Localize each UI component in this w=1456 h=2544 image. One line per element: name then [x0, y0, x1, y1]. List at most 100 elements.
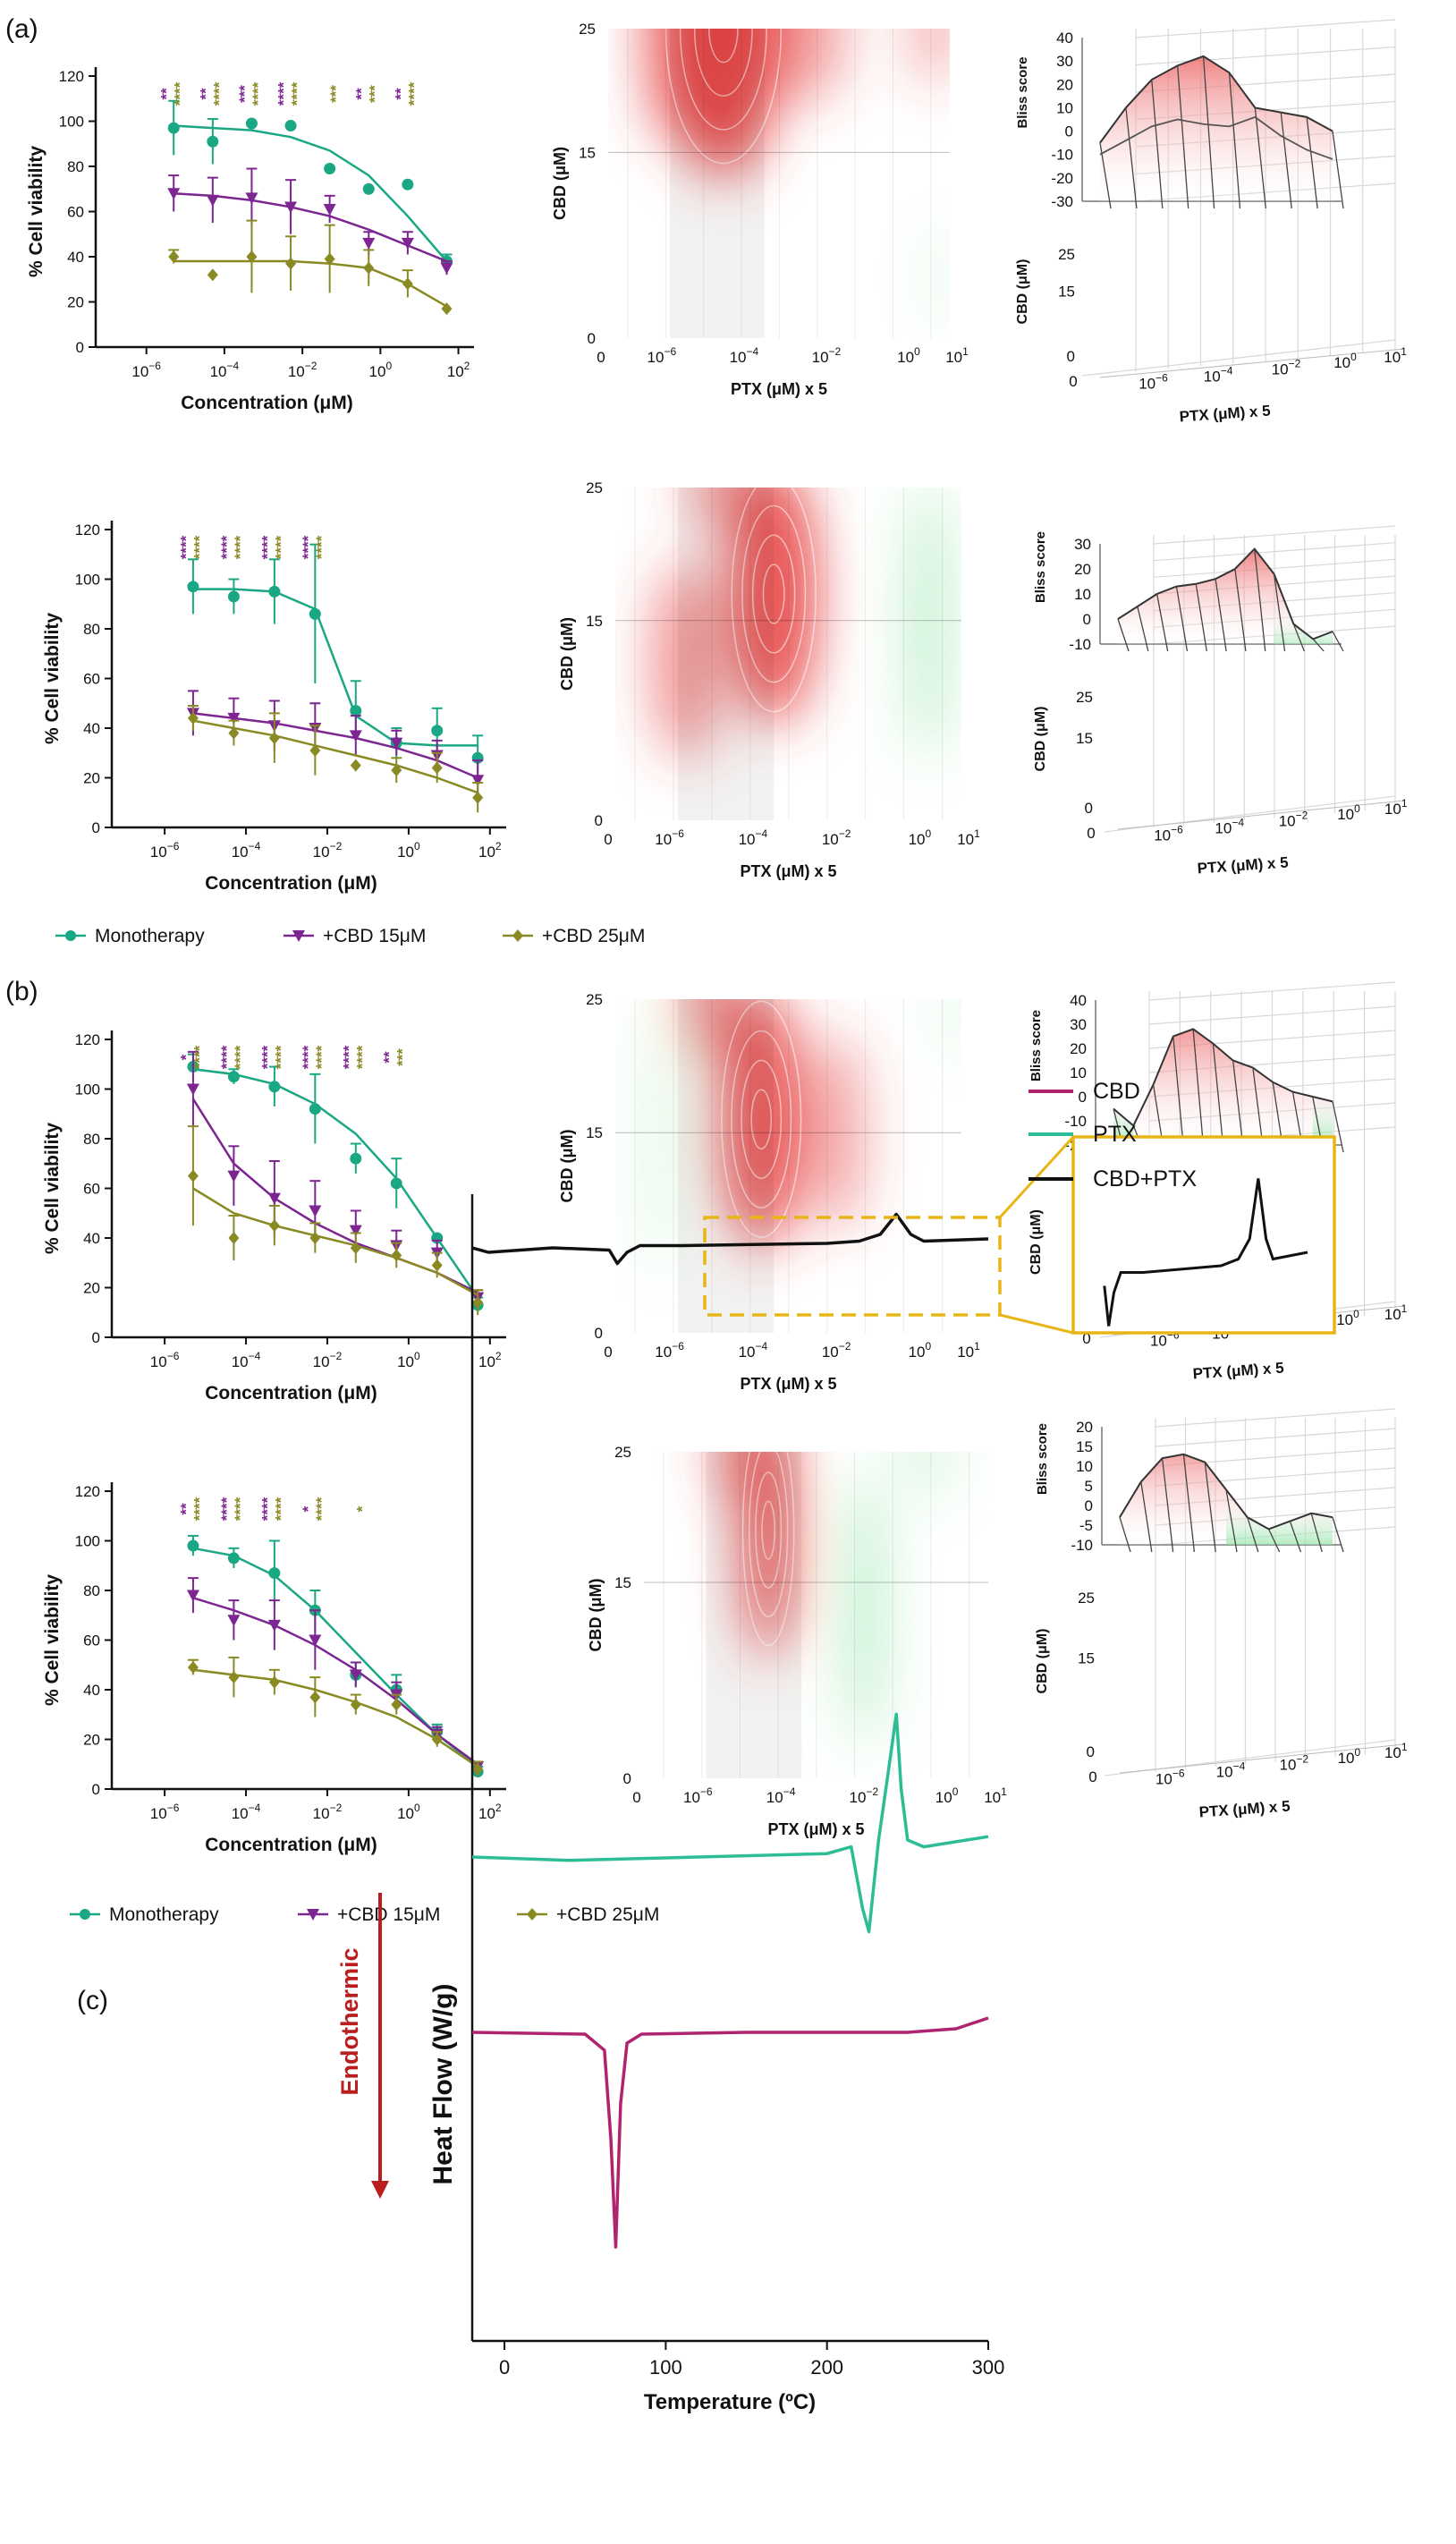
- data-point: [268, 1081, 281, 1093]
- x-axis-label: Concentration (μM): [205, 1835, 377, 1855]
- x-tick-label-exp: 2: [495, 840, 502, 852]
- x-tick-label-base: 10: [478, 844, 495, 861]
- antagonism-region: [934, 229, 950, 323]
- y-tick-label: 60: [83, 671, 100, 688]
- ptx-tick-label-base: 10: [1272, 360, 1289, 377]
- heat-y-label: CBD (μM): [587, 1579, 605, 1652]
- y-tick-label: 20: [83, 1280, 100, 1297]
- endothermic-arrow-head: [371, 2181, 389, 2199]
- surface-antagonism-fill: [1226, 1501, 1248, 1545]
- significance-cbd15: ****: [275, 81, 292, 106]
- x-axis-label: Concentration (μM): [205, 1383, 377, 1403]
- heatmap-field: [615, 999, 961, 1333]
- ptx-tick-label-exp: −4: [1232, 817, 1244, 829]
- highlight-band: [706, 1452, 802, 1778]
- ptx-tick-label-exp: 1: [1401, 1302, 1408, 1315]
- heat-y-tick-label: 25: [579, 21, 596, 38]
- y-tick-label: 120: [75, 1031, 100, 1048]
- x-tick-label: 100: [369, 360, 393, 380]
- data-point: [391, 1698, 402, 1711]
- data-point: [362, 237, 376, 250]
- heat-x-tick-label-base: 10: [739, 1344, 756, 1361]
- heat-x-tick-label: 10−2: [850, 1785, 879, 1806]
- ptx-tick-label: 100: [1338, 1746, 1361, 1767]
- significance-cbd15: ****: [300, 1045, 317, 1069]
- ptx-tick-label: 10−6: [1155, 1768, 1185, 1788]
- contour-line: [721, 1000, 802, 1238]
- data-point: [168, 250, 180, 263]
- x-tick-label-exp: −2: [330, 840, 343, 852]
- surface-mesh-line: [1119, 1517, 1131, 1553]
- ptx-tick-zero: 0: [1087, 825, 1095, 842]
- ptx-tick-label-base: 10: [1155, 1771, 1172, 1788]
- highlight-band: [677, 999, 775, 1333]
- ptx-axis: [1099, 348, 1405, 378]
- x-tick-label-exp: −2: [330, 1802, 343, 1814]
- data-point: [350, 1242, 361, 1255]
- ptx-tick-label-exp: 1: [1401, 797, 1408, 810]
- surface-antagonism-fill: [1313, 615, 1333, 644]
- y-tick-label: 100: [75, 1081, 100, 1098]
- synergy-region: [654, 560, 719, 761]
- heat-x-tick-label: 100: [909, 827, 932, 848]
- x-tick-label: 10−6: [150, 1350, 180, 1370]
- heat-x-tick-label-exp: −6: [672, 1340, 684, 1353]
- heatmap-field: [608, 29, 950, 338]
- data-point: [349, 730, 362, 742]
- significance-cbd15: ****: [258, 1045, 275, 1069]
- legend-label-cbd25: +CBD 25μM: [556, 1904, 659, 1925]
- surface-mesh-line: [1137, 606, 1149, 652]
- heat-x-tick-label-base: 10: [957, 1344, 974, 1361]
- dsc-legend: CBD PTX CBD+PTX: [1029, 1079, 1197, 1191]
- z-tick-label: 20: [1056, 76, 1073, 93]
- heat-x-tick-label-base: 10: [822, 1344, 839, 1361]
- x-tick-label-exp: −4: [249, 840, 261, 852]
- legend-marker-mono: [80, 1909, 90, 1920]
- z-tick-label: 10: [1076, 1458, 1093, 1475]
- contour-line: [750, 1089, 773, 1150]
- ptx-tick-label: 10−6: [1139, 372, 1168, 393]
- data-point: [471, 775, 485, 787]
- y-axis-label: % Cell viability: [42, 613, 63, 744]
- significance-cbd15: **: [177, 1503, 194, 1515]
- heat-x-tick-label: 10−2: [822, 1340, 851, 1361]
- y-tick-label: 20: [83, 770, 100, 787]
- ptx-tick-label-exp: 0: [1353, 1308, 1359, 1320]
- data-point: [245, 192, 258, 205]
- x-tick-label-base: 10: [369, 363, 386, 380]
- significance-cbd15: **: [353, 88, 370, 100]
- data-point: [207, 135, 219, 148]
- heat-x-tick-label: 10−6: [655, 827, 684, 848]
- x-tick-label-base: 10: [397, 1353, 414, 1370]
- cbd-tick-label: 25: [1078, 1590, 1095, 1607]
- ptx-tick-label-exp: 1: [1401, 1741, 1408, 1753]
- surface-mesh-line: [1247, 1517, 1259, 1553]
- legend-label-cbd15: +CBD 15μM: [337, 1904, 440, 1925]
- synergy-region: [715, 1452, 780, 1511]
- data-point: [285, 257, 297, 270]
- surface-mesh-line: [1125, 107, 1138, 209]
- fit-curve-1: [192, 1597, 478, 1766]
- surface-ridge: [1113, 1028, 1333, 1127]
- data-point: [187, 1169, 199, 1183]
- heat-x-tick-label-exp: −2: [839, 827, 851, 840]
- surface-mesh-line: [1215, 579, 1227, 652]
- panel-label-c: (c): [77, 1986, 108, 2015]
- x-tick-label-base: 10: [232, 1805, 249, 1822]
- data-point: [268, 585, 281, 598]
- antagonism-region: [945, 999, 961, 1053]
- z-tick-label: 30: [1074, 536, 1091, 553]
- heat-x-tick-label-exp: −6: [700, 1785, 713, 1798]
- z-tick-label: 0: [1079, 1089, 1087, 1106]
- data-point: [207, 268, 218, 282]
- significance-cbd25: ****: [232, 1497, 249, 1521]
- ptx-tick-label-base: 10: [1154, 827, 1171, 844]
- surface-mesh-line: [1117, 618, 1130, 652]
- x-tick-label-base: 10: [150, 844, 167, 861]
- data-point: [309, 1691, 321, 1704]
- x-tick-label: 10−6: [150, 840, 180, 861]
- heat-x-tick-label-base: 10: [655, 1344, 672, 1361]
- contour-line: [762, 564, 785, 624]
- heat-x-label: PTX (μM) x 5: [731, 380, 827, 398]
